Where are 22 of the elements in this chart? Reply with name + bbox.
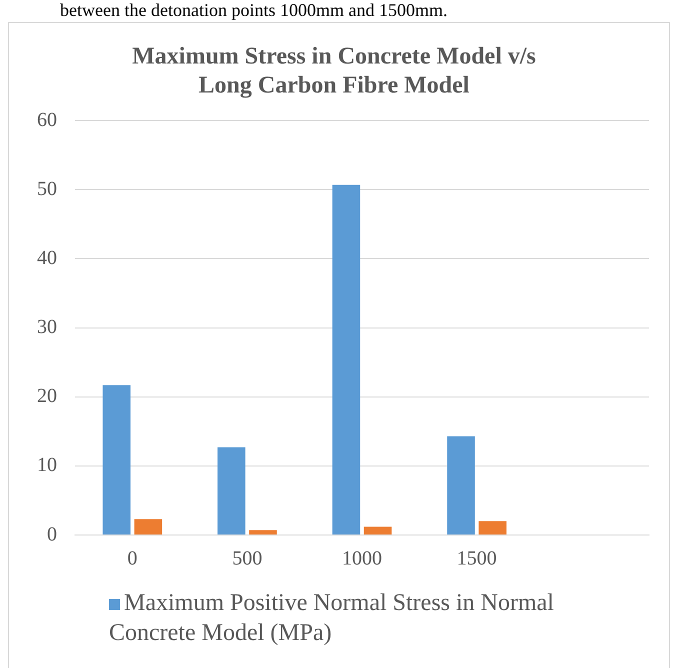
x-tick-label: 500 xyxy=(232,547,262,570)
y-tick-label: 60 xyxy=(37,108,57,131)
text: between the detonation points 1000mm and 1500mm. xyxy=(60,0,448,20)
bar xyxy=(447,436,475,534)
y-tick-label: 30 xyxy=(37,316,57,338)
y-tick-label: 40 xyxy=(37,246,57,269)
y-tick-label: 20 xyxy=(37,385,57,408)
x-tick-label: 0 xyxy=(127,547,138,570)
bar xyxy=(218,447,246,534)
legend-label: Maximum Positive Normal Stress in Normal Concrete Model (MPa) xyxy=(109,589,555,648)
y-tick-label: 0 xyxy=(47,523,57,546)
x-tick-label: 1500 xyxy=(456,547,497,570)
bar xyxy=(134,519,162,534)
y-tick-label: 10 xyxy=(37,454,57,476)
chart-title: Maximum Stress in Concrete Model v/s Long Carbon Fibre Model xyxy=(132,44,536,98)
bar xyxy=(332,184,360,534)
bar xyxy=(478,521,506,534)
bar xyxy=(364,526,392,534)
y-tick-label: 50 xyxy=(37,178,57,200)
bar xyxy=(102,385,131,534)
x-tick-label: 1000 xyxy=(342,547,382,570)
bar xyxy=(249,530,277,534)
